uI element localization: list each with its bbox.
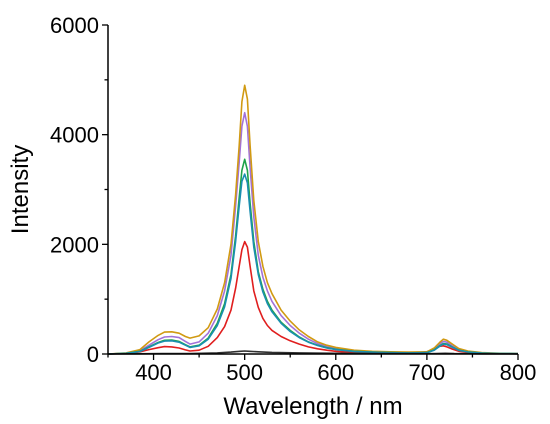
- y-tick-label: 2000: [50, 232, 99, 257]
- axes: [102, 24, 519, 360]
- x-tick-label: 500: [226, 360, 263, 385]
- x-tick-label: 700: [409, 360, 446, 385]
- series-line-5: [107, 173, 519, 355]
- y-tick-label: 0: [87, 342, 99, 367]
- x-tick-label: 800: [500, 360, 537, 385]
- y-axis-title: Intensity: [7, 145, 34, 234]
- tick-labels: 400 500 600 700 800 0 2000 4000 6000: [50, 13, 536, 385]
- y-tick-label: 6000: [50, 13, 99, 38]
- series-line-2: [107, 111, 519, 355]
- series-line-4: [107, 158, 519, 355]
- plot-lines: [107, 84, 519, 355]
- x-axis-title: Wavelength / nm: [223, 393, 402, 420]
- series-line-3: [107, 84, 519, 355]
- x-tick-label: 400: [135, 360, 172, 385]
- y-tick-label: 4000: [50, 123, 99, 148]
- x-tick-label: 600: [317, 360, 354, 385]
